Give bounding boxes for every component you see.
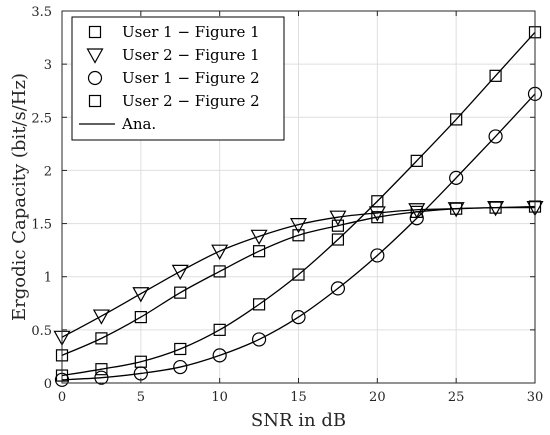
legend-label-1: User 1 − Figure 1: [122, 23, 260, 41]
x-tick-label: 30: [527, 390, 544, 405]
series-1-point: [450, 113, 463, 126]
series-3-point: [212, 348, 227, 363]
series-4-point: [450, 202, 463, 215]
legend-label-4: User 2 − Figure 2: [122, 92, 260, 110]
series-1-point: [252, 298, 266, 311]
legend-marker-3: [87, 70, 103, 86]
series-3-point: [251, 332, 267, 347]
series-3-point: [173, 359, 188, 375]
series-3-point: [409, 211, 424, 226]
series-4-point: [174, 286, 187, 299]
y-tick-label: 3.5: [31, 5, 52, 20]
y-tick-label: 1.5: [31, 218, 52, 233]
x-tick-label: 20: [369, 390, 386, 405]
series-4-point: [371, 211, 384, 224]
series-1-point: [174, 342, 187, 356]
legend-label-3: User 1 − Figure 2: [122, 69, 260, 87]
legend-marker-2: [86, 48, 104, 64]
x-tick-label: 25: [448, 390, 465, 405]
y-tick-label: 0.5: [31, 324, 52, 339]
series-4-point: [134, 311, 147, 324]
series-4-point: [489, 201, 502, 214]
series-1-point: [331, 233, 345, 246]
legend-box: [71, 16, 285, 141]
series-2-point: [329, 210, 347, 226]
series-2-point: [408, 203, 426, 219]
grid-lines: [61, 10, 536, 384]
y-tick-label: 0: [44, 377, 52, 392]
series-2-point: [132, 287, 150, 303]
series-4-point: [292, 229, 305, 242]
x-tick-label: 15: [290, 390, 307, 405]
x-axis-label: SNR in dB: [251, 410, 346, 431]
series-1-point: [213, 323, 226, 336]
y-tick-label: 2: [44, 164, 52, 179]
y-axis-label: Ergodic Capacity (bit/s/Hz): [9, 73, 30, 321]
series-4-point: [95, 332, 108, 345]
series-1-point: [489, 69, 502, 82]
series-3-point: [370, 248, 385, 263]
series-4-point: [410, 205, 423, 218]
series-1-point: [292, 268, 305, 281]
series-2-point: [171, 264, 189, 281]
x-tick-label: 5: [137, 390, 145, 405]
legend-marker-1: [88, 25, 102, 39]
series-3-point: [291, 310, 306, 325]
legend: User 1 − Figure 1 User 2 − Figure 1 User 1…: [71, 16, 285, 141]
x-tick-label: 10: [211, 390, 228, 405]
series-1-curve: [61, 31, 536, 377]
axis-ticks: 0 5 10 15 20 25 30 0 0.5 1 1.5 2 2.5 3 3.5: [31, 5, 543, 405]
legend-label-analytic: Ana.: [121, 115, 156, 133]
series-1-point: [95, 363, 108, 376]
series-3-point: [94, 370, 109, 385]
y-tick-label: 3: [44, 58, 52, 73]
analytic-curves: [61, 31, 536, 381]
series-2-point: [368, 206, 386, 222]
series-2-point: [289, 218, 308, 234]
legend-marker-4: [88, 94, 102, 108]
series-2-point: [211, 244, 229, 260]
series-2-point: [250, 229, 268, 246]
series-3-curve: [61, 93, 536, 381]
series-3-point: [449, 170, 464, 185]
series-4-point: [213, 265, 226, 278]
series-4-point: [331, 219, 345, 232]
series-1-point: [410, 154, 423, 167]
series-3-point: [330, 281, 346, 296]
legend-label-2: User 2 − Figure 1: [122, 46, 260, 64]
y-tick-label: 1: [44, 271, 52, 286]
series-4-point: [252, 245, 266, 258]
series-2-point: [92, 309, 110, 325]
y-tick-label: 2.5: [31, 111, 52, 126]
x-tick-label: 0: [58, 390, 66, 405]
series-4-curve: [61, 205, 536, 356]
series-3-point: [488, 129, 503, 144]
